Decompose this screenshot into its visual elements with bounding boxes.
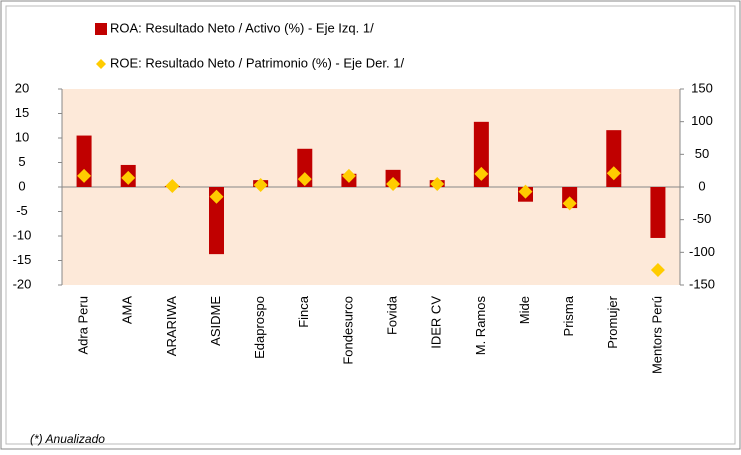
footnote: (*) Anualizado [30, 432, 105, 446]
x-tick-label: Promujer [605, 295, 620, 348]
y-tick-label: -15 [13, 252, 32, 267]
x-tick-label: ASIDME [208, 296, 223, 346]
x-tick-label: Fovida [385, 295, 400, 335]
y2-tick-label: -50 [693, 211, 712, 226]
legend-label: ROE: Resultado Neto / Patrimonio (%) - E… [110, 55, 404, 70]
diamond [165, 179, 180, 194]
diamond [650, 262, 665, 277]
y2-tick-label: 50 [695, 146, 709, 161]
x-tick-label: Prisma [561, 295, 576, 336]
y-tick-label: 10 [15, 129, 29, 144]
y2-tick-label: 100 [691, 113, 713, 128]
x-tick-label: ARARIWA [164, 296, 179, 357]
diamond [121, 170, 136, 185]
diamond [253, 178, 268, 193]
x-tick-label: Adra Peru [76, 296, 91, 355]
x-tick-label: IDER CV [429, 296, 444, 349]
diamond [430, 177, 445, 192]
x-tick-label: AMA [120, 296, 135, 325]
inner-frame [5, 5, 736, 445]
diamond [77, 168, 92, 183]
diamond [562, 196, 577, 211]
x-tick-label: M. Ramos [473, 296, 488, 356]
legend-swatch [95, 23, 107, 35]
diamond [297, 172, 312, 187]
y2-tick-label: -150 [689, 276, 715, 291]
diamond [606, 166, 621, 181]
y-tick-label: -10 [13, 227, 32, 242]
y-tick-label: 20 [15, 80, 29, 95]
y2-tick-label: -100 [689, 244, 715, 259]
y-tick-label: -5 [16, 203, 28, 218]
x-tick-label: Finca [296, 295, 311, 328]
diamond [518, 184, 533, 199]
y2-tick-label: 0 [698, 178, 705, 193]
y-tick-label: 15 [15, 105, 29, 120]
x-tick-label: Fondesurco [340, 296, 355, 365]
y2-tick-label: 150 [691, 80, 713, 95]
diamond [386, 177, 401, 192]
bar [209, 187, 224, 255]
y-tick-label: 0 [18, 178, 25, 193]
legend-swatch [96, 59, 106, 69]
x-tick-label: Mide [517, 296, 532, 324]
legend-label: ROA: Resultado Neto / Activo (%) - Eje I… [110, 20, 374, 35]
diamond [474, 166, 489, 181]
y-tick-label: 5 [18, 154, 25, 169]
diamond [209, 189, 224, 204]
x-tick-label: Edaprospo [252, 296, 267, 359]
diamond [341, 168, 356, 183]
bar [650, 187, 666, 238]
x-tick-label: Mentors Perú [649, 296, 664, 374]
y-tick-label: -20 [13, 276, 32, 291]
